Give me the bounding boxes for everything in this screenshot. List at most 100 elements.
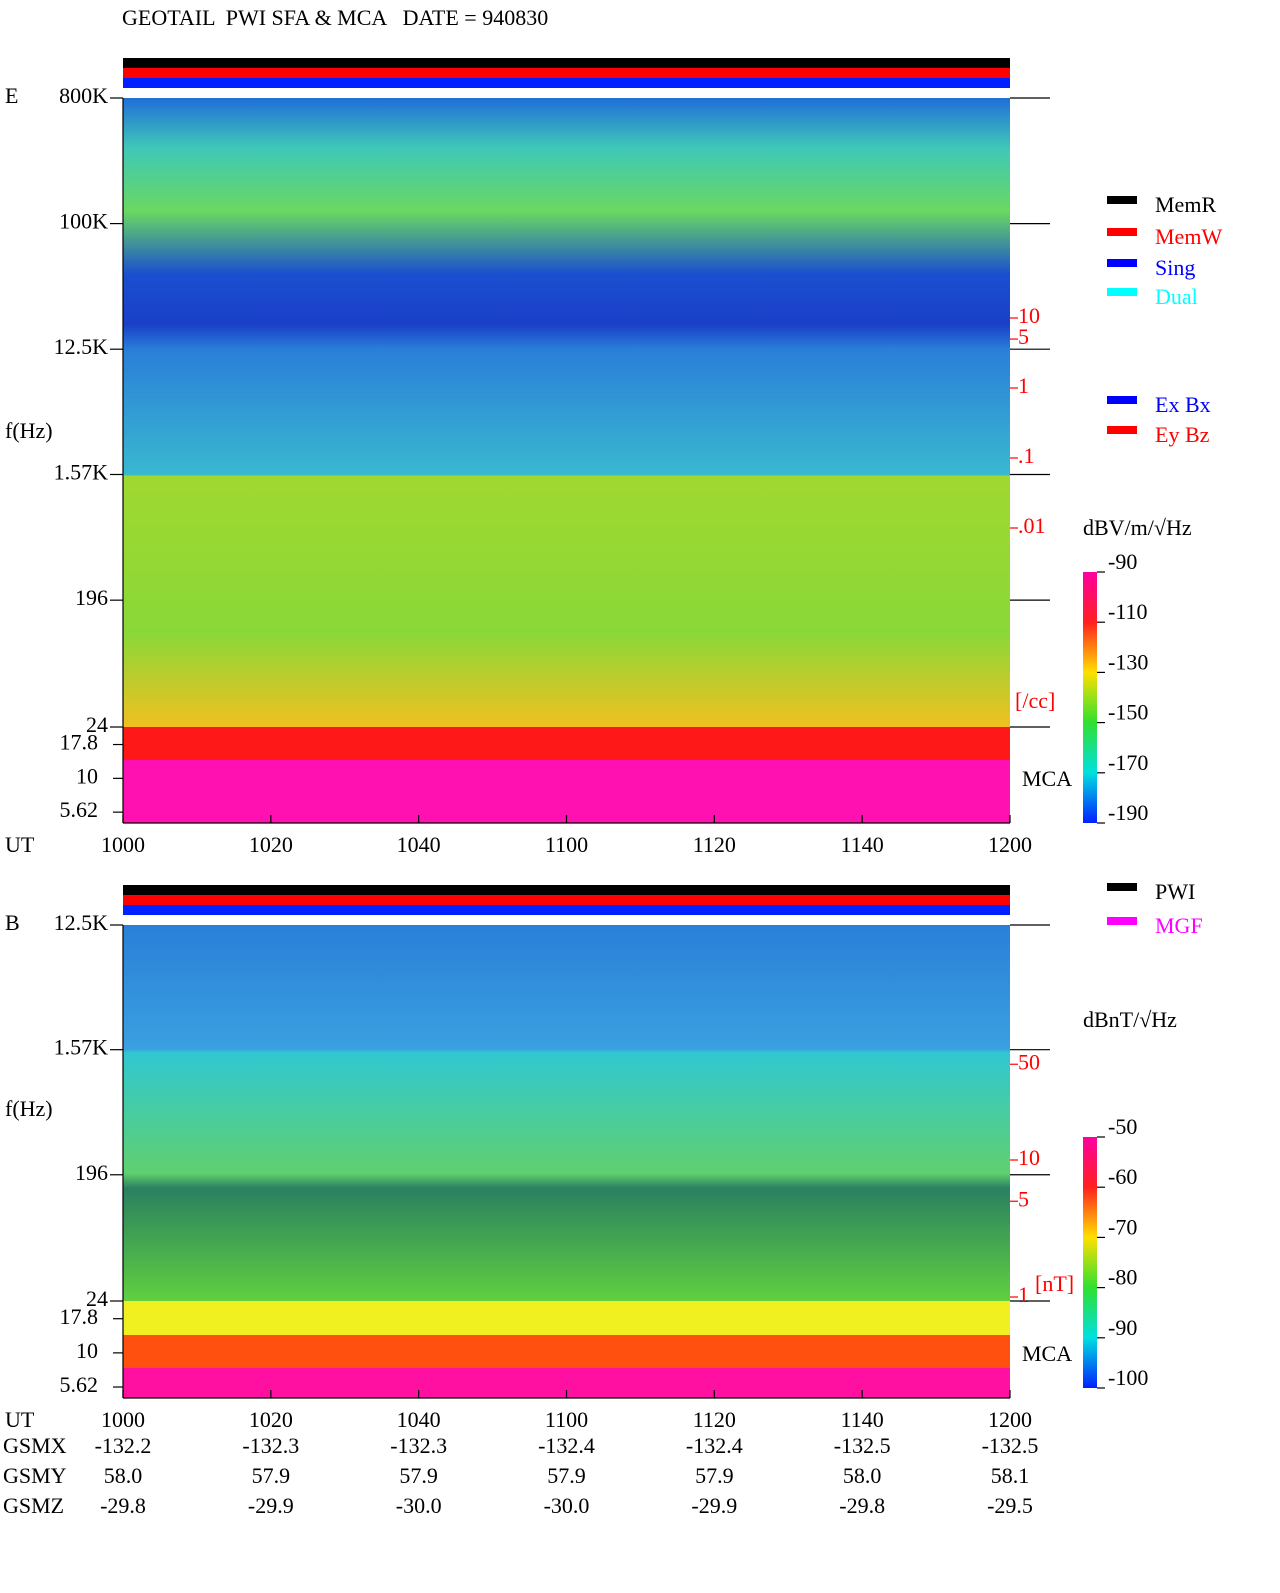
y-tick-label: 1.57K <box>54 460 109 485</box>
y2-axis-label: [/cc] <box>1015 688 1055 713</box>
mca-band <box>123 727 1010 760</box>
orbit-row-name: GSMZ <box>3 1493 64 1518</box>
x-tick-label: 1120 <box>693 832 736 857</box>
status-bar <box>123 68 1010 78</box>
y-tick-label: 1.57K <box>54 1035 109 1060</box>
x-tick-label: 1140 <box>841 832 884 857</box>
legend-label: Ex Bx <box>1155 392 1211 417</box>
x-tick-label: 1120 <box>693 1407 736 1432</box>
orbit-value: -29.8 <box>100 1493 146 1518</box>
mca-label: MCA <box>1022 1341 1072 1366</box>
orbit-row-name: GSMX <box>3 1433 67 1458</box>
panel-label: E <box>5 83 18 108</box>
status-bar <box>123 905 1010 915</box>
mca-band <box>123 760 1010 823</box>
x-tick-label: 1020 <box>249 832 293 857</box>
status-bar <box>123 895 1010 905</box>
x-tick-label: 1100 <box>545 832 588 857</box>
colorbar <box>1083 1137 1097 1388</box>
colorbar-tick-label: -110 <box>1108 599 1148 624</box>
orbit-value: -30.0 <box>544 1493 590 1518</box>
mca-tick-label: 17.8 <box>60 730 99 755</box>
colorbar-tick-label: -80 <box>1108 1265 1137 1290</box>
status-bar <box>123 78 1010 88</box>
y2-tick-label: .1 <box>1018 443 1035 468</box>
orbit-value: -132.4 <box>538 1433 595 1458</box>
legend-label: Ey Bz <box>1155 422 1210 447</box>
orbit-value: -132.2 <box>95 1433 152 1458</box>
orbit-value: -29.5 <box>987 1493 1033 1518</box>
colorbar-tick-label: -150 <box>1108 700 1148 725</box>
x-tick-label: 1020 <box>249 1407 293 1432</box>
legend-swatch <box>1107 288 1137 296</box>
legend-swatch <box>1107 426 1137 434</box>
y2-tick-label: 5 <box>1018 324 1029 349</box>
orbit-value: 57.9 <box>399 1463 438 1488</box>
mca-tick-label: 10 <box>76 763 98 788</box>
y-tick-label: 100K <box>59 209 108 234</box>
colorbar-tick-label: -190 <box>1108 800 1148 825</box>
x-axis-label: UT <box>5 1407 35 1432</box>
legend-swatch <box>1107 883 1137 891</box>
legend-label: MGF <box>1155 913 1203 938</box>
orbit-value: -132.3 <box>390 1433 447 1458</box>
x-tick-label: 1140 <box>841 1407 884 1432</box>
orbit-value: 57.9 <box>252 1463 291 1488</box>
y-tick-label: 12.5K <box>54 910 109 935</box>
y2-tick-label: .01 <box>1018 513 1046 538</box>
x-tick-label: 1040 <box>397 1407 441 1432</box>
colorbar-tick-label: -90 <box>1108 549 1137 574</box>
orbit-value: -132.5 <box>982 1433 1039 1458</box>
orbit-row-name: GSMY <box>3 1463 67 1488</box>
y2-tick-label: 50 <box>1018 1049 1040 1074</box>
orbit-value: -29.9 <box>691 1493 737 1518</box>
orbit-value: -29.9 <box>248 1493 294 1518</box>
y2-tick-label: 5 <box>1018 1186 1029 1211</box>
colorbar-tick-label: -70 <box>1108 1214 1137 1239</box>
legend-label: MemR <box>1155 192 1216 217</box>
legend-label: MemW <box>1155 224 1222 249</box>
orbit-value: 58.0 <box>843 1463 882 1488</box>
colorbar-tick-label: -50 <box>1108 1114 1137 1139</box>
legend-swatch <box>1107 396 1137 404</box>
mca-tick-label: 17.8 <box>60 1304 99 1329</box>
mca-tick-label: 10 <box>76 1338 98 1363</box>
legend-swatch <box>1107 228 1137 236</box>
y2-axis-label: [nT] <box>1035 1271 1074 1296</box>
spectrogram-b <box>123 925 1010 1301</box>
legend-label: Dual <box>1155 284 1198 309</box>
colorbar-label: dBnT/√Hz <box>1083 1007 1177 1032</box>
colorbar-tick-label: -170 <box>1108 750 1148 775</box>
colorbar-tick-label: -90 <box>1108 1315 1137 1340</box>
mca-label: MCA <box>1022 766 1072 791</box>
y-tick-label: 24 <box>86 712 108 737</box>
colorbar-tick-label: -60 <box>1108 1164 1137 1189</box>
y-tick-label: 196 <box>75 585 108 610</box>
x-tick-label: 1200 <box>988 832 1032 857</box>
x-tick-label: 1100 <box>545 1407 588 1432</box>
colorbar <box>1083 572 1097 823</box>
orbit-value: 58.1 <box>991 1463 1030 1488</box>
x-axis-label: UT <box>5 832 35 857</box>
spectrogram-e <box>123 98 1010 727</box>
status-bar <box>123 58 1010 68</box>
legend-label: Sing <box>1155 255 1195 280</box>
colorbar-tick-label: -130 <box>1108 649 1148 674</box>
y2-tick-label: 1 <box>1018 373 1029 398</box>
title: GEOTAIL PWI SFA & MCA DATE = 940830 <box>122 5 548 30</box>
y2-tick-label: 10 <box>1018 303 1040 328</box>
legend-swatch <box>1107 259 1137 267</box>
legend-label: PWI <box>1155 879 1195 904</box>
y-axis-label: f(Hz) <box>5 1096 53 1121</box>
orbit-value: -132.5 <box>834 1433 891 1458</box>
mca-band <box>123 1301 1010 1335</box>
colorbar-tick-label: -100 <box>1108 1365 1148 1390</box>
orbit-value: -132.4 <box>686 1433 743 1458</box>
mca-tick-label: 5.62 <box>60 797 99 822</box>
y-tick-label: 196 <box>75 1160 108 1185</box>
mca-tick-label: 5.62 <box>60 1372 99 1397</box>
panel-label: B <box>5 910 20 935</box>
colorbar-label: dBV/m/√Hz <box>1083 515 1192 540</box>
status-bar <box>123 885 1010 895</box>
